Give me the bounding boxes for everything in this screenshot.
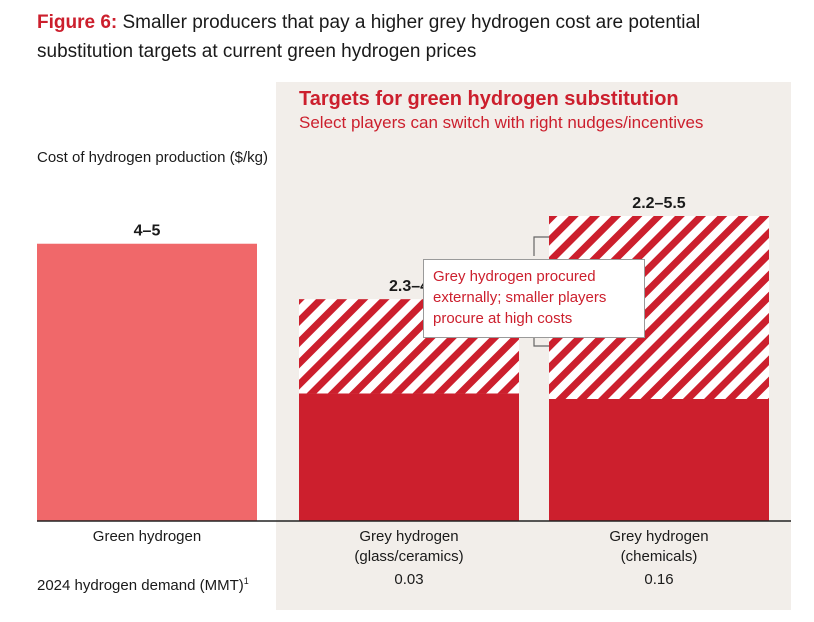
panel-subtitle: Select players can switch with right nud…	[299, 113, 704, 132]
bar-chemicals-base	[549, 399, 769, 521]
demand-value-chemicals: 0.16	[644, 571, 674, 588]
callout-bracket	[533, 236, 549, 347]
data-label-chemicals: 2.2–5.5	[632, 195, 685, 212]
figure-label: Figure 6:	[37, 12, 118, 33]
category-label-chemicals: Grey hydrogen (chemicals)	[609, 528, 709, 565]
demand-row-label: 2024 hydrogen demand (MMT)1	[37, 571, 267, 596]
category-label-green: Green hydrogen	[92, 528, 202, 545]
bar-green	[37, 243, 257, 521]
callout-box: Grey hydrogen procured externally; small…	[423, 259, 645, 338]
bar-glass-base	[299, 393, 519, 521]
demand-row-label-text: 2024 hydrogen demand (MMT)	[37, 577, 244, 594]
footnote-marker: 1	[243, 576, 249, 586]
category-label-glass: Grey hydrogen (glass/ceramics)	[354, 528, 464, 565]
data-label-green: 4–5	[134, 223, 161, 240]
figure-title-text: Smaller producers that pay a higher grey…	[37, 12, 701, 62]
y-axis-title: Cost of hydrogen production ($/kg)	[37, 149, 268, 166]
demand-value-glass: 0.03	[394, 571, 424, 588]
panel-title: Targets for green hydrogen substitution	[299, 88, 679, 110]
data-label-glass: 2.3–4	[389, 278, 429, 295]
figure-title: Figure 6: Smaller producers that pay a h…	[37, 8, 797, 66]
